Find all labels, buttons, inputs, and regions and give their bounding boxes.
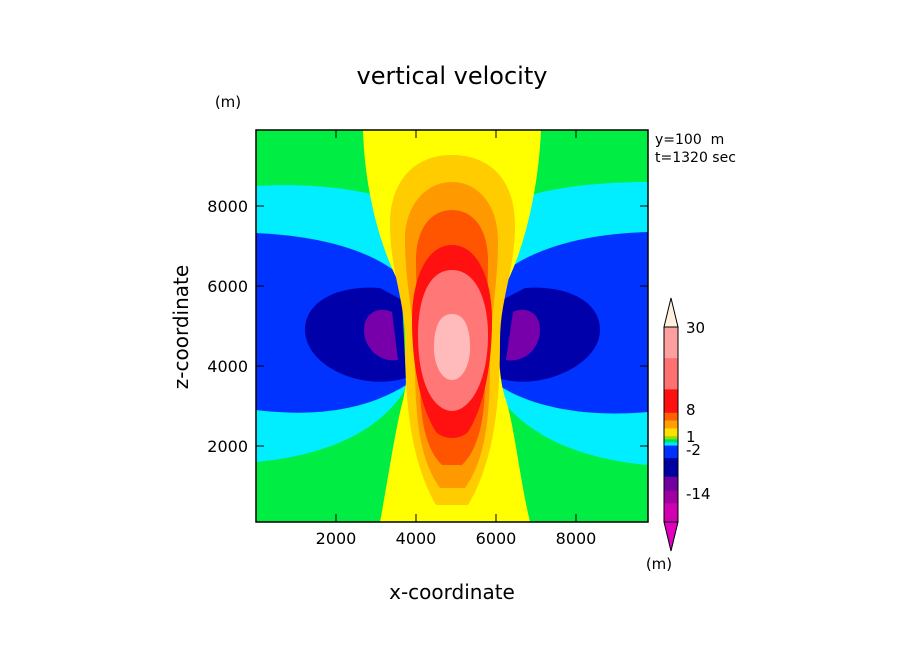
y-tick-label: 8000 (207, 197, 248, 216)
x-tick-label: 8000 (556, 529, 597, 548)
colorbar-band (664, 420, 678, 429)
colorbar-band (664, 503, 678, 523)
band-purple-left (364, 309, 398, 361)
colorbar: 30 8 1 -2 -14 (m) (646, 297, 711, 573)
band-purple-right (506, 309, 540, 361)
colorbar-band (664, 476, 678, 492)
contour-field (255, 129, 649, 523)
colorbar-band (664, 458, 678, 478)
y-tick-label: 6000 (207, 277, 248, 296)
colorbar-band (664, 436, 678, 440)
annotation-line-1: y=100 m (655, 132, 724, 148)
colorbar-band (664, 442, 678, 446)
colorbar-label-8: 8 (686, 401, 696, 419)
colorbar-band (664, 389, 678, 414)
colorbar-label-neg14: -14 (686, 485, 711, 503)
colorbar-band (664, 445, 678, 459)
colorbar-band (664, 439, 678, 443)
x-tick-label: 6000 (476, 529, 517, 548)
y-tick-label: 2000 (207, 437, 248, 456)
colorbar-frame (663, 326, 679, 523)
x-tick-label: 4000 (396, 529, 437, 548)
annotation-line-2: t=1320 sec (655, 150, 736, 166)
y-axis-ticks: 2000 4000 6000 8000 (207, 197, 648, 456)
colorbar-label-1: 1 (686, 428, 696, 446)
plot-frame (255, 129, 649, 523)
y-unit-label: (m) (215, 93, 241, 111)
colorbar-label-neg2: -2 (686, 441, 701, 459)
band-pink (434, 314, 470, 380)
x-tick-label: 2000 (316, 529, 357, 548)
x-axis-label: x-coordinate (389, 580, 515, 604)
colorbar-bottom-arrow (663, 521, 679, 552)
chart-title: vertical velocity (357, 62, 548, 90)
colorbar-unit-label: (m) (646, 555, 672, 573)
colorbar-band (664, 358, 678, 390)
y-axis-label: z-coordinate (169, 265, 193, 389)
colorbar-band (664, 412, 678, 421)
colorbar-top-arrow (663, 297, 679, 328)
colorbar-band (664, 428, 678, 437)
colorbar-bands (664, 327, 678, 523)
colorbar-band (664, 327, 678, 359)
colorbar-band (664, 490, 678, 504)
x-axis-ticks: 2000 4000 6000 8000 (316, 130, 597, 548)
colorbar-label-30: 30 (686, 319, 705, 337)
y-tick-label: 4000 (207, 357, 248, 376)
